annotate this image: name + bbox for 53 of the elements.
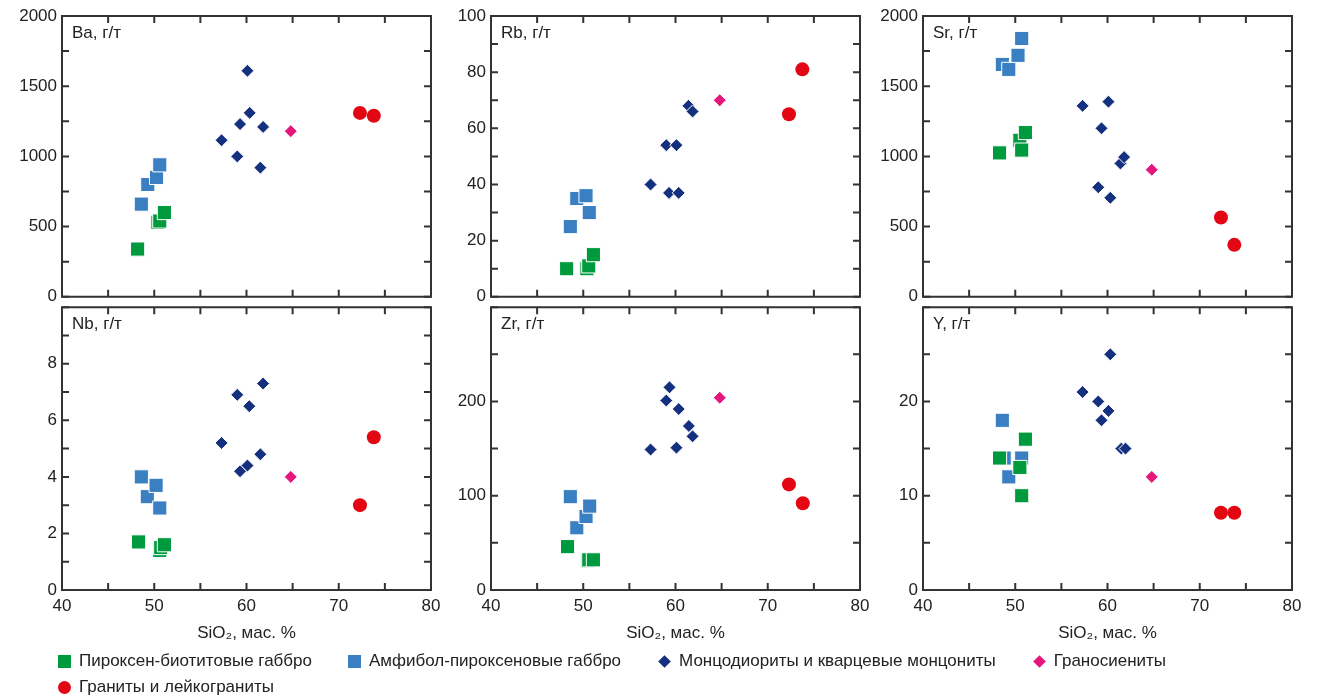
y-tick-label: 2 [47,523,57,543]
x-tick-label: 60 [237,595,256,615]
y-tick-label: 500 [28,216,57,236]
y-tick-label: 8 [47,353,57,373]
y-tick-label: 20 [899,391,918,411]
chart-title: Ba, г/т [72,23,122,43]
x-tick-label: 50 [1005,595,1025,615]
y-tick-label: 1000 [19,146,57,166]
y-tick-label: 6 [47,410,57,430]
y-tick-label: 60 [467,118,486,138]
x-tick-label: 80 [1282,595,1302,615]
x-tick-label: 60 [1098,595,1117,615]
chart-title: Zr, г/т [501,314,545,334]
x-axis-title: SiO₂, мас. % [626,623,725,643]
y-tick-label: 0 [47,286,57,306]
chart-title: Rb, г/т [501,23,552,43]
legend-label: Граниты и лейкограниты [79,676,274,698]
x-axis-title: SiO₂, мас. % [1058,623,1157,643]
y-tick-label: 1500 [19,75,57,95]
x-tick-label: 80 [421,595,441,615]
x-tick-label: 60 [666,595,685,615]
y-tick-label: 0 [476,579,486,599]
y-tick-label: 80 [467,61,486,81]
x-axis-title: SiO₂, мас. % [197,623,296,643]
y-tick-label: 0 [908,286,918,306]
x-tick-label: 50 [144,595,164,615]
x-tick-label: 50 [573,595,593,615]
y-tick-label: 10 [899,485,918,505]
y-tick-label: 40 [467,174,486,194]
y-tick-label: 1000 [880,146,918,166]
legend-label: Граносиениты [1053,650,1167,672]
legend-label: Монцодиориты и кварцевые монцониты [679,650,996,672]
y-tick-label: 20 [467,230,486,250]
y-tick-label: 500 [889,216,918,236]
x-tick-label: 80 [850,595,870,615]
chart-title: Sr, г/т [933,23,978,43]
legend-label: Амфибол-пироксеновые габбро [369,650,622,672]
y-tick-label: 2000 [19,5,57,25]
x-tick-label: 70 [329,595,349,615]
y-tick-label: 100 [457,485,486,505]
y-tick-label: 200 [457,391,486,411]
y-tick-label: 100 [457,5,486,25]
y-tick-label: 1500 [880,75,918,95]
legend-label: Пироксен-биотитовые габбро [79,650,312,672]
x-tick-label: 70 [758,595,778,615]
y-tick-label: 0 [908,579,918,599]
y-tick-label: 4 [47,466,57,486]
x-tick-label: 70 [1190,595,1210,615]
chart-title: Nb, г/т [72,314,123,334]
chart-title: Y, г/т [933,314,971,334]
y-tick-label: 0 [476,286,486,306]
y-tick-label: 2000 [880,5,918,25]
y-tick-label: 0 [47,579,57,599]
